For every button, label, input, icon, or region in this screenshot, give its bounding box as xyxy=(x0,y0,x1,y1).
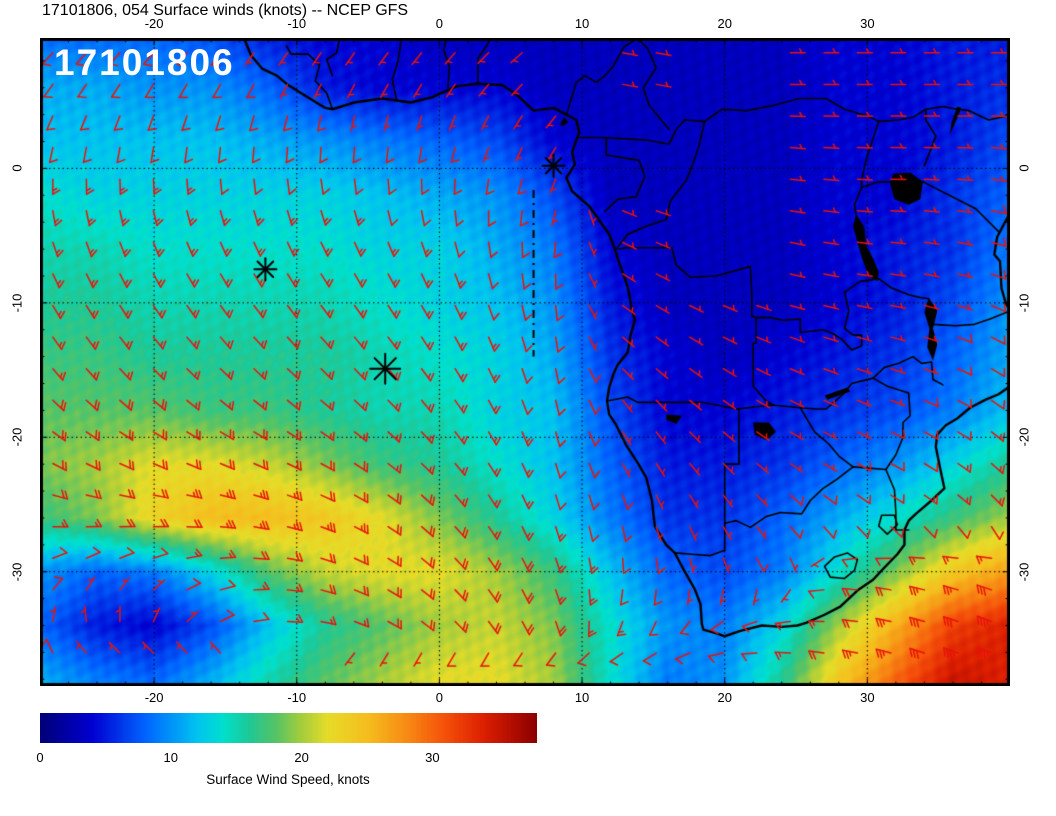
x-tick-label-top: 0 xyxy=(435,16,444,31)
x-tick-label-top: 20 xyxy=(717,16,732,31)
y-tick-label-right: 0 xyxy=(1016,164,1032,173)
y-tick-label-left: -10 xyxy=(9,293,25,313)
x-tick-label-bottom: 0 xyxy=(435,690,444,705)
colorbar-tick-label: 0 xyxy=(36,750,44,765)
colorbar-tick-label: 30 xyxy=(425,750,440,765)
x-tick-label-top: 30 xyxy=(860,16,875,31)
x-tick-label-bottom: 20 xyxy=(717,690,732,705)
y-tick-label-left: 0 xyxy=(9,164,25,173)
figure-title: 17101806, 054 Surface winds (knots) -- N… xyxy=(42,2,409,19)
colorbar-tick-label: 20 xyxy=(294,750,309,765)
y-tick-label-right: -10 xyxy=(1016,293,1032,313)
x-tick-label-top: 10 xyxy=(574,16,590,31)
x-tick-label-top: -10 xyxy=(287,16,307,31)
run-date-overlay: 17101806 xyxy=(54,42,235,83)
y-tick-label-left: -20 xyxy=(9,427,25,447)
map-plot: 17101806 xyxy=(40,38,1010,686)
x-tick-label-bottom: -20 xyxy=(144,690,164,705)
x-tick-label-top: -20 xyxy=(144,16,164,31)
y-tick-label-right: -20 xyxy=(1016,427,1032,447)
x-tick-label-bottom: 10 xyxy=(574,690,590,705)
colorbar-canvas xyxy=(40,713,537,743)
wind-map-canvas xyxy=(40,38,1010,686)
x-tick-label-bottom: 30 xyxy=(860,690,875,705)
x-tick-label-bottom: -10 xyxy=(287,690,307,705)
y-tick-label-left: -30 xyxy=(9,562,25,582)
colorbar-tick-label: 10 xyxy=(163,750,179,765)
colorbar-caption: Surface Wind Speed, knots xyxy=(206,772,370,787)
y-tick-label-right: -30 xyxy=(1016,562,1032,582)
